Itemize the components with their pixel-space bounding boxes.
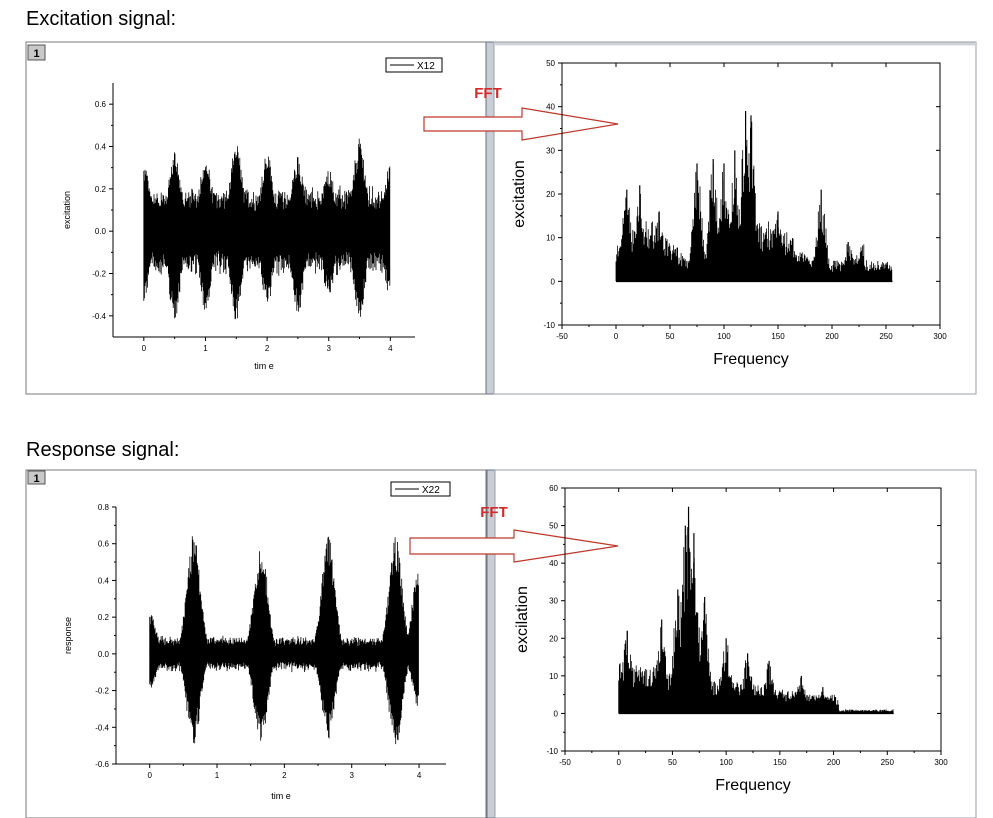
x-tick-label: 3 — [326, 344, 331, 353]
fft-label-top: FFT — [474, 85, 502, 102]
x-tick-label: 300 — [934, 758, 948, 767]
x-tick-label: 1 — [215, 771, 220, 780]
x-tick-label: 3 — [349, 771, 354, 780]
x-tick-label: 4 — [388, 344, 393, 353]
x-tick-label: 4 — [417, 771, 422, 780]
excitation-section-title: Excitation signal: — [26, 8, 177, 30]
x-axis-label: Frequency — [715, 777, 791, 794]
y-tick-label: 0.0 — [95, 227, 107, 236]
y-axis-label: response — [63, 617, 73, 654]
spectrum — [618, 520, 894, 714]
x-tick-label: 50 — [668, 758, 677, 767]
x-tick-label: 0 — [142, 344, 147, 353]
x-tick-label: 50 — [666, 332, 675, 341]
x-tick-label: 2 — [282, 771, 287, 780]
time-signal — [149, 536, 419, 745]
x-tick-label: -50 — [559, 758, 571, 767]
x-tick-label: 0 — [616, 758, 621, 767]
y-tick-label: 30 — [549, 597, 558, 606]
y-tick-label: 0.6 — [98, 540, 110, 549]
legend-label: X22 — [422, 485, 440, 496]
excitation-fft-chart: -50 0 50 100 150 200 250 300 -10 0 10 20 30 40 50 Frequ… — [511, 59, 947, 368]
y-tick-label: 0 — [554, 709, 559, 718]
y-tick-label: 60 — [549, 484, 558, 493]
x-tick-label: 300 — [933, 332, 947, 341]
response-fft-window — [494, 469, 977, 818]
fft-label-bottom: FFT — [480, 504, 508, 521]
y-tick-label: 0.2 — [98, 613, 110, 622]
y-tick-label: 50 — [549, 522, 558, 531]
y-tick-label: -0.2 — [92, 270, 106, 279]
x-axis-label: tim e — [271, 791, 291, 801]
y-tick-label: 0.4 — [95, 143, 107, 152]
x-tick-label: 1 — [203, 344, 208, 353]
fft-arrow-top: FFT — [423, 85, 619, 141]
spectrum — [615, 121, 893, 282]
x-tick-label: 200 — [827, 758, 841, 767]
y-tick-label: -0.6 — [95, 760, 109, 769]
layer-1-button-bottom[interactable]: 1 — [27, 470, 46, 485]
response-fft-chart: -50 0 50 100 150 200 250 300 -10 0 10 20 30 40 50 60 Fre… — [514, 484, 948, 794]
x-tick-label: 100 — [719, 758, 733, 767]
x-tick-label: 2 — [265, 344, 270, 353]
legend[interactable]: X12 — [385, 57, 443, 73]
legend-label: X12 — [417, 61, 435, 72]
x-tick-label: 100 — [717, 332, 731, 341]
response-section-title: Response signal: — [26, 439, 180, 461]
series-marks — [143, 138, 391, 320]
series-marks — [615, 111, 893, 283]
x-tick-label: 150 — [773, 758, 787, 767]
series-marks — [618, 506, 894, 715]
y-tick-label: -10 — [546, 747, 558, 756]
x-tick-label: 150 — [771, 332, 785, 341]
x-tick-label: 0 — [614, 332, 619, 341]
series-marks — [149, 536, 419, 745]
y-tick-label: 10 — [549, 672, 558, 681]
bottom-window-divider — [486, 469, 496, 818]
y-tick-label: -0.2 — [95, 687, 109, 696]
x-axis-label: Frequency — [713, 351, 789, 368]
panel-frames — [25, 41, 977, 818]
y-axis-label: excilation — [514, 586, 531, 653]
y-tick-label: 0.0 — [98, 650, 110, 659]
y-tick-label: 40 — [546, 103, 555, 112]
y-tick-label: -0.4 — [92, 312, 106, 321]
y-tick-label: 0.6 — [95, 100, 107, 109]
time-signal — [143, 138, 391, 320]
x-tick-label: 250 — [881, 758, 895, 767]
y-axis-label: excitation — [511, 160, 528, 228]
y-tick-label: 40 — [549, 559, 558, 568]
y-tick-label: 0.2 — [95, 185, 107, 194]
y-tick-label: 50 — [546, 59, 555, 68]
response-time-chart: 0 1 2 3 4 -0.6 -0.4 -0.2 0.0 0.2 0.4 0.6 0.8 tim e res… — [63, 481, 451, 801]
layer-1-label-top: 1 — [33, 48, 39, 60]
y-tick-label: -0.4 — [95, 723, 109, 732]
y-tick-label: 0 — [551, 277, 556, 286]
x-tick-label: 0 — [147, 771, 152, 780]
y-axis-label: excitation — [62, 191, 72, 229]
x-axis-label: tim e — [254, 361, 274, 371]
y-tick-label: 0.8 — [98, 503, 110, 512]
y-tick-label: 20 — [546, 190, 555, 199]
y-tick-label: -10 — [543, 321, 555, 330]
x-tick-label: -50 — [556, 332, 568, 341]
legend[interactable]: X22 — [390, 481, 451, 497]
layer-1-button-top[interactable]: 1 — [27, 44, 46, 61]
y-tick-label: 10 — [546, 234, 555, 243]
excitation-time-chart: 0 1 2 3 4 -0.4 -0.2 0.0 0.2 0.4 0.6 tim e excitation… — [62, 57, 443, 371]
layer-1-label-bottom: 1 — [33, 473, 39, 485]
y-tick-label: 30 — [546, 146, 555, 155]
fft-arrow-bottom: FFT — [409, 504, 619, 563]
x-tick-label: 250 — [879, 332, 893, 341]
y-tick-label: 20 — [549, 634, 558, 643]
y-tick-label: 0.4 — [98, 576, 110, 585]
x-tick-label: 200 — [825, 332, 839, 341]
